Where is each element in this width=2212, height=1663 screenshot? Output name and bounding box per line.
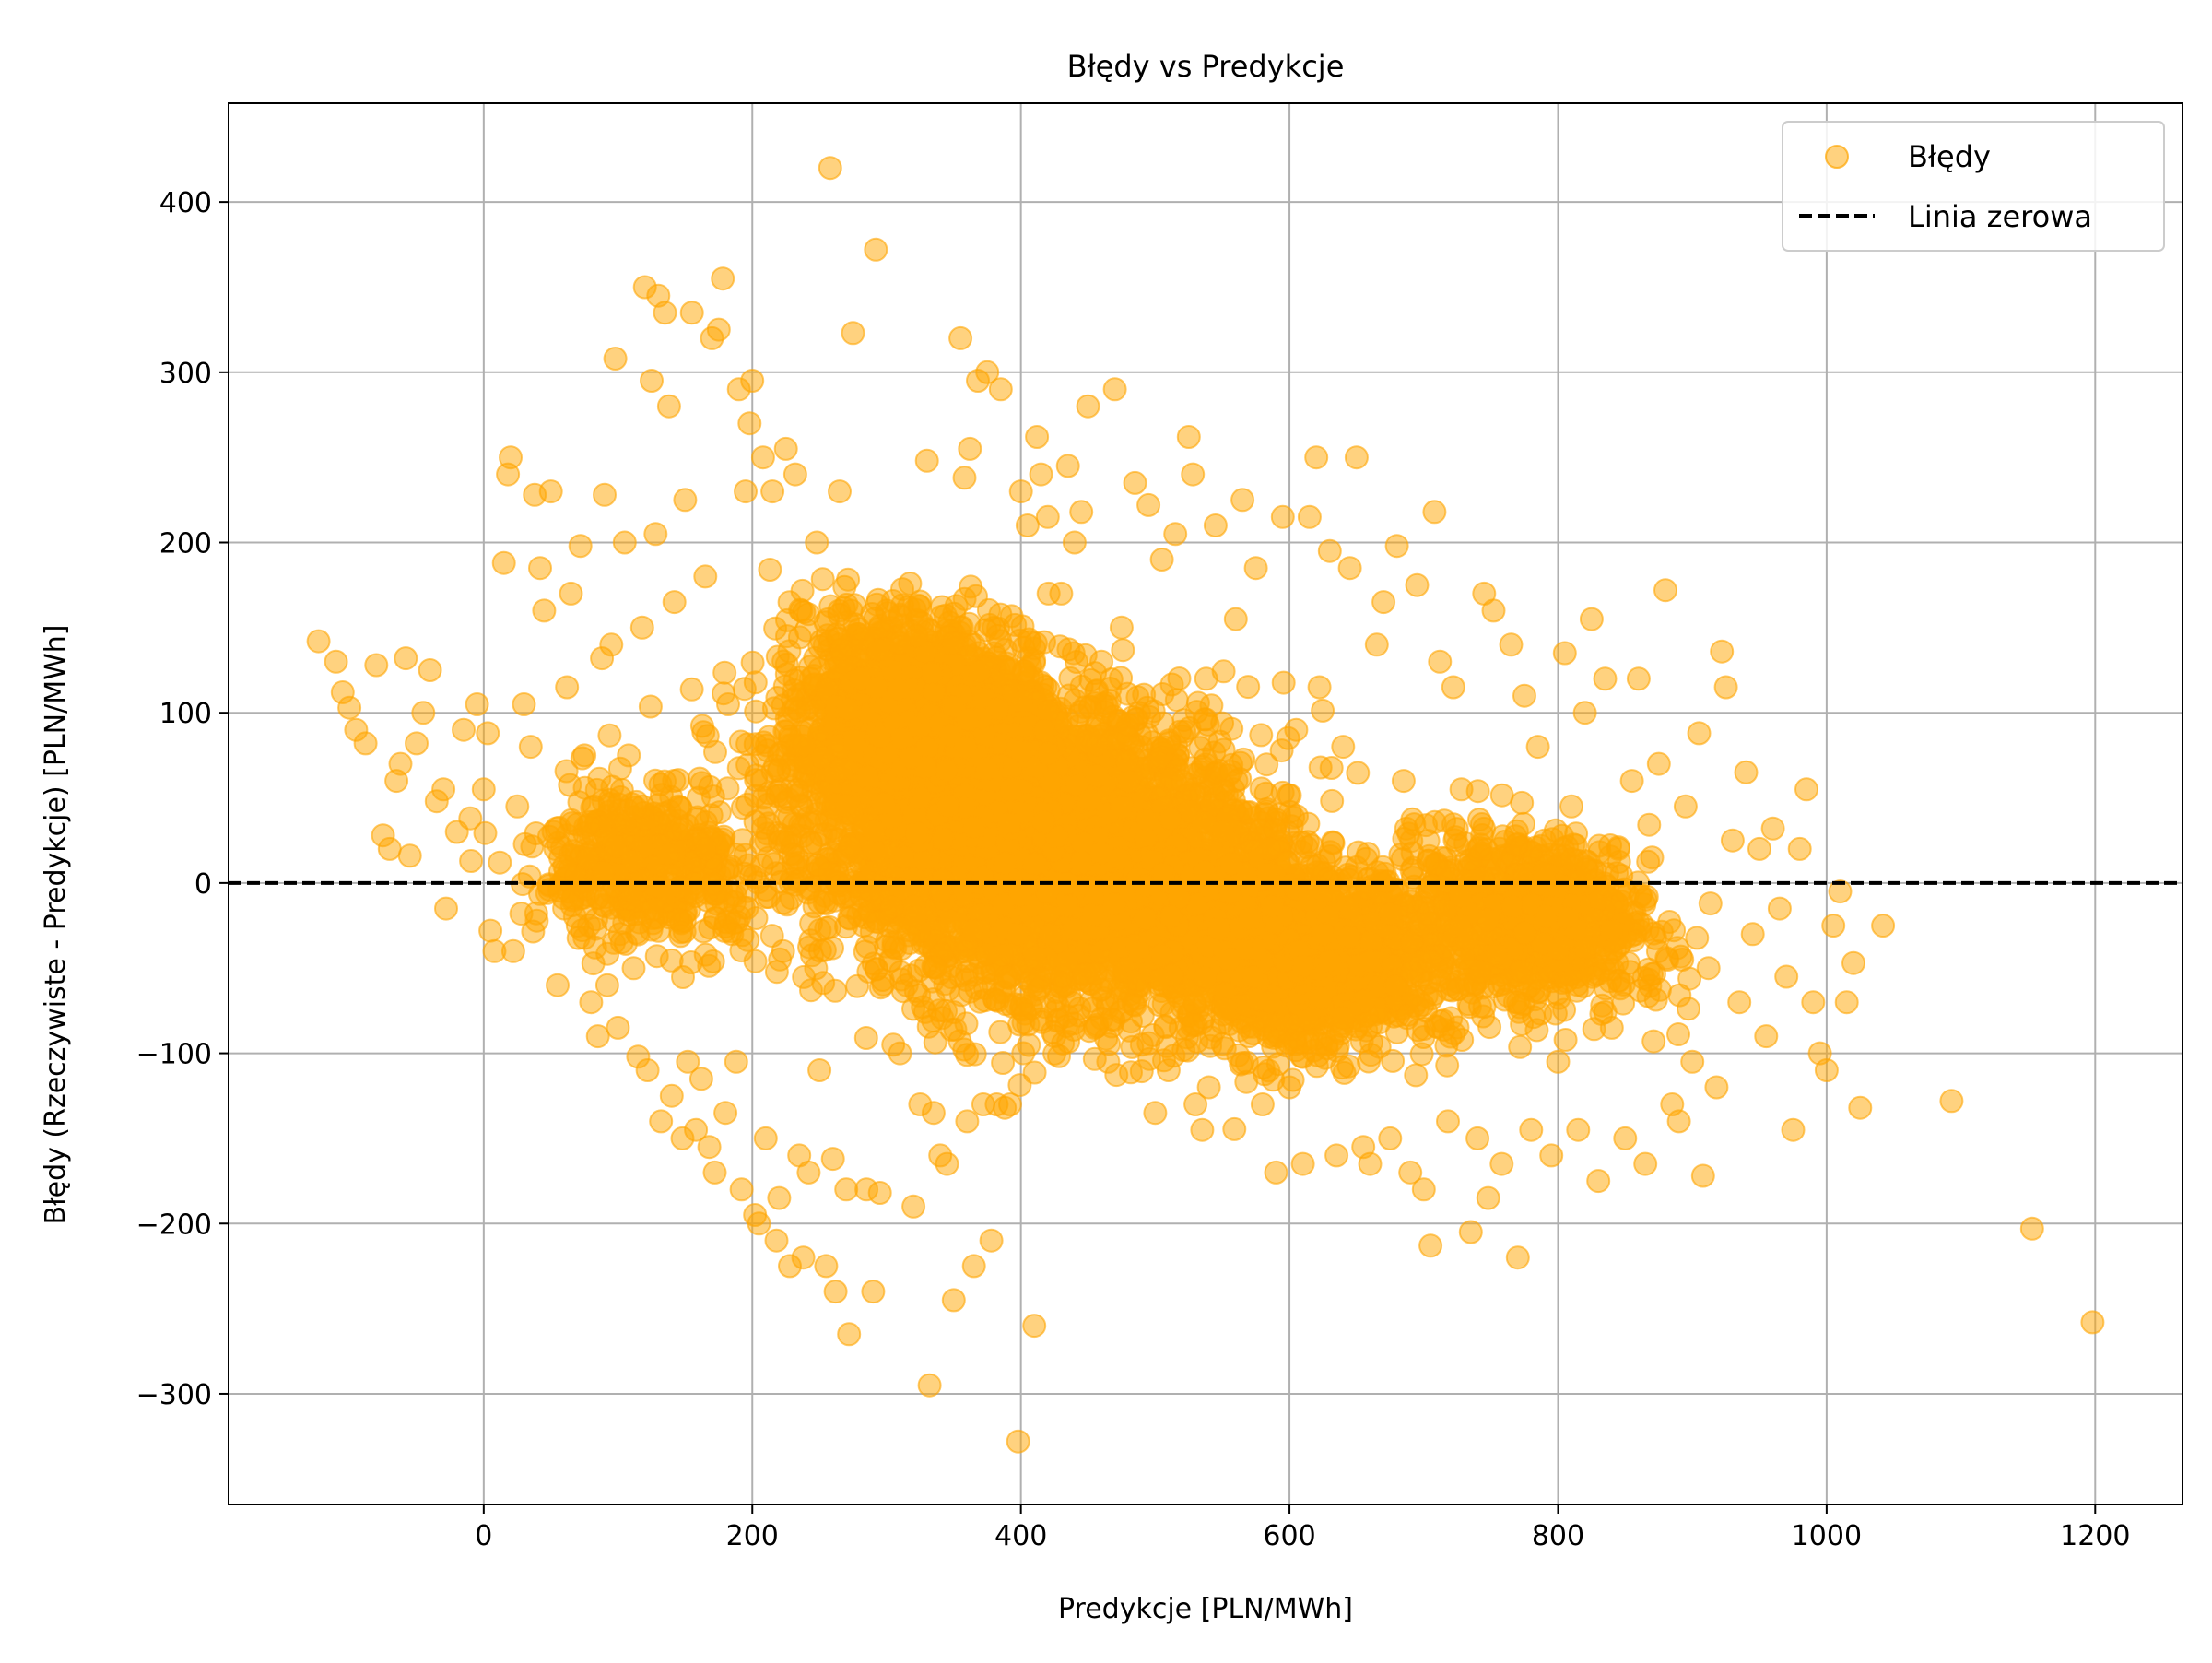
data-point bbox=[994, 966, 1017, 988]
data-point bbox=[1213, 780, 1235, 802]
data-point bbox=[1025, 947, 1047, 969]
data-point bbox=[1012, 1043, 1034, 1065]
data-point bbox=[1186, 701, 1208, 723]
data-point bbox=[745, 671, 767, 693]
data-point bbox=[753, 731, 775, 753]
data-point bbox=[867, 911, 889, 933]
data-point bbox=[713, 662, 735, 684]
data-point bbox=[681, 678, 703, 701]
data-point bbox=[1237, 676, 1259, 698]
data-point bbox=[761, 925, 783, 947]
data-point bbox=[959, 981, 982, 1003]
data-point bbox=[766, 961, 788, 983]
data-point bbox=[1117, 771, 1139, 793]
data-point bbox=[812, 568, 834, 590]
data-point bbox=[1040, 924, 1062, 946]
data-point bbox=[730, 731, 752, 753]
data-point bbox=[1159, 732, 1181, 754]
data-point bbox=[855, 1027, 877, 1049]
data-point bbox=[809, 939, 831, 961]
data-point bbox=[1251, 777, 1273, 799]
data-point bbox=[808, 891, 830, 914]
data-point bbox=[1309, 677, 1331, 699]
data-point bbox=[692, 721, 714, 743]
data-point bbox=[742, 652, 764, 674]
data-point bbox=[1312, 700, 1334, 722]
data-point bbox=[1310, 757, 1332, 779]
data-point bbox=[1161, 674, 1183, 696]
data-point bbox=[1271, 739, 1293, 761]
data-point bbox=[953, 1039, 975, 1061]
data-point bbox=[976, 943, 998, 965]
data-point bbox=[1116, 683, 1138, 705]
data-point bbox=[846, 975, 868, 997]
data-point bbox=[1000, 943, 1022, 965]
data-point bbox=[923, 988, 945, 1010]
data-point bbox=[812, 972, 834, 994]
data-point bbox=[1120, 1061, 1142, 1083]
data-point bbox=[1112, 796, 1134, 819]
data-point bbox=[956, 1012, 978, 1034]
data-point bbox=[1273, 672, 1295, 694]
data-point bbox=[704, 741, 726, 763]
data-point bbox=[1024, 1062, 1046, 1084]
data-point bbox=[1056, 950, 1078, 973]
data-point bbox=[924, 957, 947, 979]
data-point bbox=[1112, 639, 1134, 661]
data-point bbox=[983, 988, 1006, 1010]
data-point bbox=[1223, 1118, 1245, 1140]
data-point bbox=[1203, 741, 1225, 763]
data-point bbox=[1057, 894, 1079, 916]
data-point bbox=[640, 696, 662, 718]
data-point bbox=[1159, 808, 1182, 831]
data-point bbox=[1321, 790, 1343, 812]
data-point bbox=[992, 1052, 1014, 1074]
data-point bbox=[835, 915, 857, 938]
data-point bbox=[905, 905, 927, 927]
data-point bbox=[1347, 761, 1369, 784]
data-point bbox=[1006, 923, 1029, 945]
data-point bbox=[918, 1016, 940, 1038]
data-point bbox=[1250, 724, 1272, 746]
data-point bbox=[1028, 978, 1050, 1000]
data-point bbox=[1116, 750, 1138, 773]
data-point bbox=[939, 911, 961, 933]
data-point bbox=[989, 1021, 1011, 1044]
data-point bbox=[961, 920, 983, 942]
data-point bbox=[863, 952, 885, 974]
